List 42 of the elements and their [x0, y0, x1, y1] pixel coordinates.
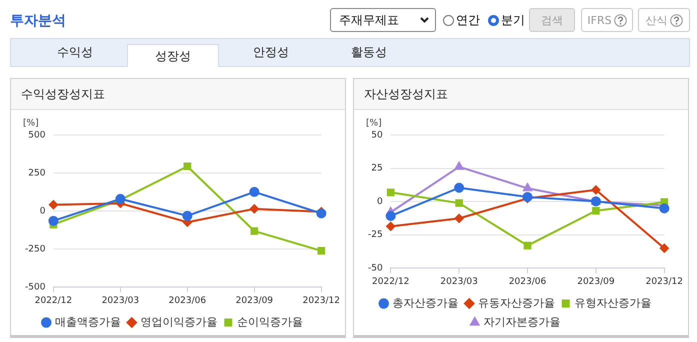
text: 수익성 [56, 44, 94, 61]
text: 성장성 [127, 44, 219, 67]
text: 안정성 [252, 44, 290, 61]
y-tick-label: 25 [371, 164, 383, 174]
chart-title: 수익성장성지표 [11, 79, 345, 110]
x-tick-label: 2022/12 [34, 296, 72, 306]
x-tick-label: 2023/03 [440, 276, 478, 287]
y-axis-title: [%] [366, 118, 382, 128]
legend-label: 자기자본증가율 [483, 315, 560, 328]
legend-label: 순이익증가율 [236, 315, 303, 328]
y-tick-label: -25 [368, 230, 383, 240]
y-tick-label: -500 [24, 282, 46, 293]
x-tick-label: 2023/12 [646, 276, 683, 287]
y-tick-label: -250 [24, 244, 46, 254]
x-tick-label: 2023/12 [302, 296, 340, 306]
x-tick-label: 2022/12 [372, 276, 410, 287]
text: 활동성 [350, 44, 388, 61]
x-tick-label: 2023/03 [102, 296, 140, 306]
y-tick-label: -50 [368, 264, 383, 274]
legend-label: 총자산증가율 [392, 296, 458, 310]
text: 연간 [456, 12, 480, 29]
y-tick-label: 0 [376, 196, 383, 207]
text: 분기 [501, 12, 525, 29]
text: 검색 [529, 8, 575, 32]
x-tick-label: 2023/09 [236, 296, 274, 306]
y-tick-label: 250 [28, 168, 46, 178]
y-tick-label: 0 [40, 206, 46, 216]
text: IFRS [581, 8, 633, 32]
x-tick-label: 2023/09 [577, 276, 615, 287]
chart-title: 자산성장성지표 [354, 79, 688, 110]
x-tick-label: 2023/06 [508, 276, 546, 287]
y-axis-title: [%] [23, 118, 39, 128]
text: 주재무제표 [330, 8, 436, 32]
y-tick-label: 500 [28, 130, 46, 140]
legend-label: 영업이익증가율 [140, 315, 218, 328]
y-tick-label: 50 [371, 130, 383, 140]
x-tick-label: 2023/06 [168, 296, 206, 306]
text: 투자분석 [10, 12, 66, 30]
legend-label: 유동자산증가율 [478, 296, 555, 310]
legend-label: 매출액증가율 [54, 315, 121, 328]
legend-label: 유형자산증가율 [574, 296, 652, 310]
text: 산식 [638, 8, 690, 32]
